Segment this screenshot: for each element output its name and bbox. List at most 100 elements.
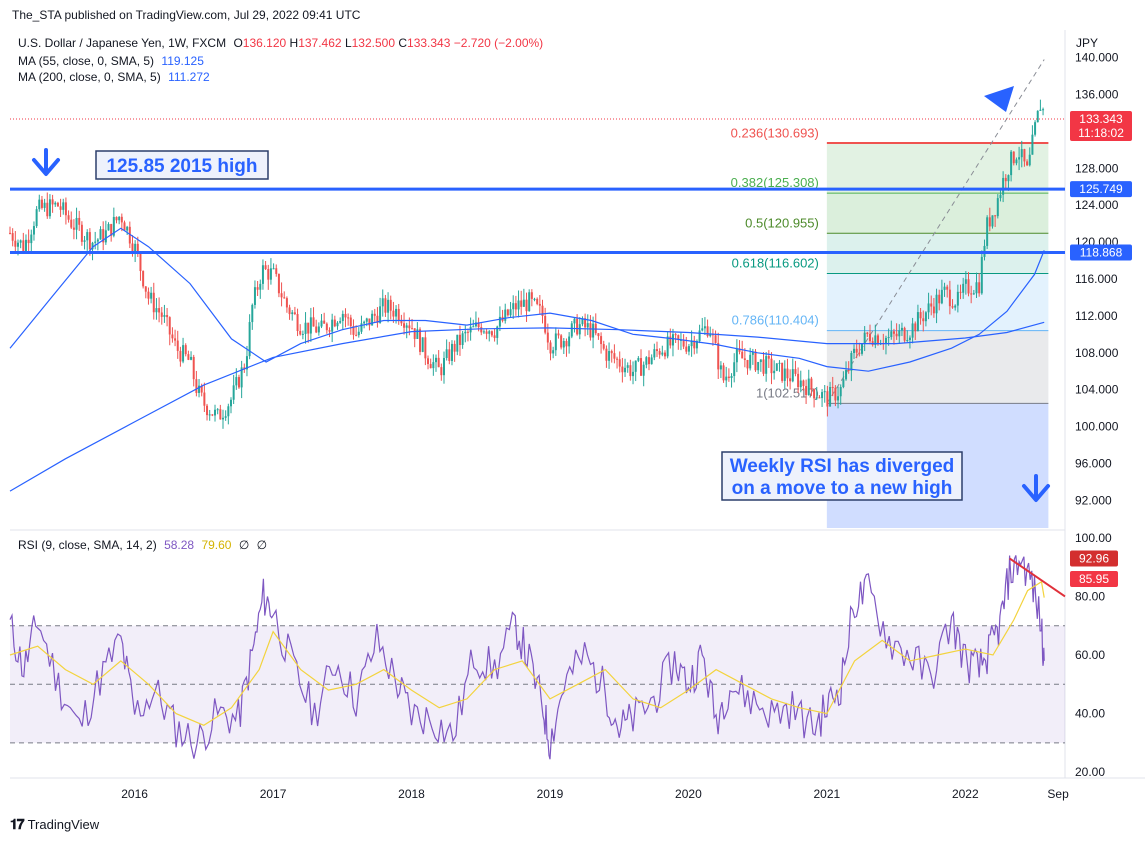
candle-body bbox=[666, 336, 669, 357]
candle-body bbox=[637, 358, 640, 361]
candle-body bbox=[1007, 175, 1010, 182]
candle-body bbox=[951, 306, 954, 308]
candle-body bbox=[466, 331, 469, 333]
candle-body bbox=[847, 369, 850, 371]
candle-body bbox=[858, 352, 861, 354]
candle-body bbox=[935, 294, 938, 314]
candle-body bbox=[594, 323, 597, 334]
candle-body bbox=[821, 392, 824, 399]
fib-label-1: 0.382(125.308) bbox=[731, 175, 819, 190]
candle-body bbox=[285, 298, 288, 308]
candle-body bbox=[663, 352, 666, 357]
candle-body bbox=[802, 380, 805, 387]
candle-body bbox=[392, 310, 395, 317]
candle-body bbox=[703, 326, 706, 329]
candle-body bbox=[757, 362, 760, 371]
candle-body bbox=[906, 339, 909, 341]
candle-body bbox=[136, 243, 139, 255]
rsi-badge-0 bbox=[1070, 550, 1118, 567]
candle-body bbox=[291, 312, 294, 315]
candle-body bbox=[128, 226, 131, 244]
candle-body bbox=[853, 348, 856, 354]
candle-body bbox=[789, 378, 792, 382]
candle-body bbox=[613, 353, 616, 359]
candle-body bbox=[477, 322, 480, 328]
candle-body bbox=[842, 379, 845, 388]
candle-body bbox=[104, 230, 107, 243]
candle-body bbox=[267, 269, 270, 280]
candle-body bbox=[922, 318, 925, 322]
candle-body bbox=[781, 362, 784, 381]
rsi-v1: ∅ bbox=[238, 538, 250, 552]
candle-body bbox=[102, 229, 105, 243]
candle-body bbox=[496, 326, 499, 338]
candle-body bbox=[320, 320, 323, 327]
candle-body bbox=[706, 326, 709, 337]
candle-body bbox=[94, 241, 97, 243]
candle-body bbox=[616, 358, 619, 360]
rsi-band-fill bbox=[10, 625, 1065, 743]
candle-body bbox=[120, 216, 123, 223]
candle-body bbox=[424, 337, 427, 359]
candle-body bbox=[11, 233, 14, 241]
candle-body bbox=[365, 318, 368, 322]
candle-body bbox=[938, 294, 941, 304]
candle-body bbox=[722, 365, 725, 381]
candle-body bbox=[733, 362, 736, 377]
candle-body bbox=[743, 358, 746, 360]
candle-body bbox=[916, 312, 919, 332]
candle-body bbox=[416, 329, 419, 339]
candle-body bbox=[331, 319, 334, 332]
candle-body bbox=[991, 215, 994, 227]
candle-body bbox=[134, 243, 137, 252]
candle-body bbox=[876, 335, 879, 345]
time-tick-label: 2019 bbox=[537, 787, 564, 801]
candle-body bbox=[653, 349, 656, 358]
candle-body bbox=[232, 385, 235, 400]
candle-body bbox=[493, 335, 496, 338]
candle-body bbox=[474, 322, 477, 327]
candle-body bbox=[954, 305, 957, 308]
candle-body bbox=[1036, 110, 1039, 123]
candle-body bbox=[546, 332, 549, 343]
candle-body bbox=[786, 368, 789, 379]
candle-body bbox=[32, 226, 35, 235]
candle-body bbox=[182, 345, 185, 362]
candle-body bbox=[908, 337, 911, 340]
candle-body bbox=[642, 364, 645, 376]
candle-body bbox=[99, 229, 102, 240]
candle-body bbox=[791, 369, 794, 382]
candle-body bbox=[363, 321, 366, 324]
candle-body bbox=[682, 339, 685, 347]
candle-body bbox=[940, 289, 943, 304]
candle-body bbox=[658, 351, 661, 355]
candle-body bbox=[522, 299, 525, 307]
candle-body bbox=[208, 414, 211, 416]
candle-body bbox=[488, 331, 491, 334]
candle-body bbox=[237, 377, 240, 388]
candle-body bbox=[46, 202, 49, 217]
candle-body bbox=[924, 312, 927, 322]
tradingview-logo[interactable]: 𝟏𝟕 TradingView bbox=[10, 816, 99, 833]
rsi-value: 58.28 bbox=[164, 538, 195, 552]
candle-body bbox=[40, 199, 43, 208]
candle-body bbox=[717, 342, 720, 370]
candle-body bbox=[107, 224, 110, 231]
candle-body bbox=[568, 336, 571, 347]
candle-body bbox=[597, 333, 600, 337]
candle-body bbox=[30, 234, 33, 244]
candle-body bbox=[341, 313, 344, 322]
candle-body bbox=[783, 368, 786, 381]
candle-body bbox=[349, 317, 352, 327]
candle-body bbox=[280, 293, 283, 298]
ohlc-high-label: H bbox=[289, 36, 299, 50]
candle-body bbox=[80, 224, 83, 242]
candle-body bbox=[38, 199, 41, 210]
ohlc-change: −2.720 (−2.00%) bbox=[453, 36, 544, 50]
candle-body bbox=[245, 356, 248, 370]
high-2015-label: 125.85 2015 high bbox=[106, 156, 257, 177]
candle-body bbox=[834, 387, 837, 401]
candle-body bbox=[890, 331, 893, 338]
candle-body bbox=[754, 351, 757, 371]
